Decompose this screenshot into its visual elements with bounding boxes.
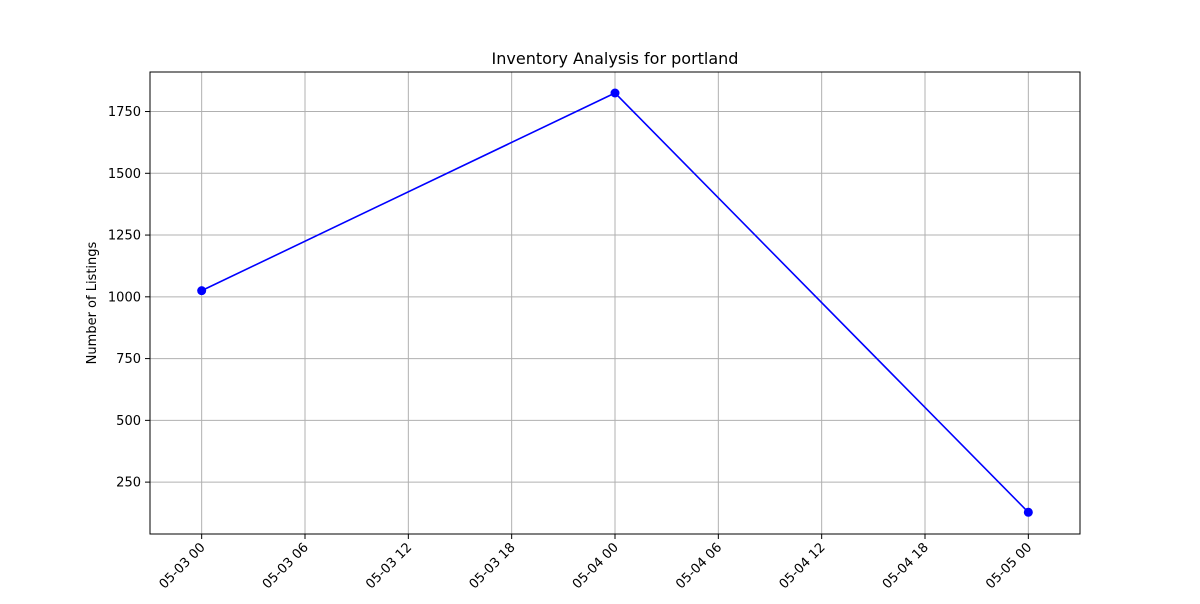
- chart-title: Inventory Analysis for portland: [492, 49, 739, 68]
- axis-ticks: 05-03 00 05-03 06 05-03 12 05-03 18 05-04 00…: [108, 105, 1035, 592]
- grid: [150, 72, 1080, 534]
- x-tick-label: 05-04 12: [777, 540, 829, 592]
- series-layer: [197, 88, 1033, 517]
- y-tick-label: 750: [116, 352, 141, 367]
- x-tick-label: 05-03 00: [157, 540, 209, 592]
- data-point: [197, 286, 207, 296]
- x-tick-label: 05-03 12: [363, 540, 415, 592]
- x-tick-label: 05-04 00: [570, 540, 622, 592]
- y-tick-label: 1500: [108, 167, 141, 182]
- y-tick-label: 1000: [108, 290, 141, 305]
- x-tick-label: 05-03 06: [260, 540, 312, 592]
- x-tick-label: 05-04 06: [673, 540, 725, 592]
- y-axis-label: Number of Listings: [85, 241, 100, 364]
- x-tick-label: 05-03 18: [467, 540, 519, 592]
- data-point: [1023, 507, 1033, 517]
- y-tick-label: 1750: [108, 105, 141, 120]
- y-tick-label: 1250: [108, 229, 141, 244]
- y-tick-label: 250: [116, 476, 141, 491]
- x-tick-label: 05-05 00: [983, 540, 1035, 592]
- x-tick-label: 05-04 18: [880, 540, 932, 592]
- data-point: [610, 88, 620, 98]
- y-tick-label: 500: [116, 414, 141, 429]
